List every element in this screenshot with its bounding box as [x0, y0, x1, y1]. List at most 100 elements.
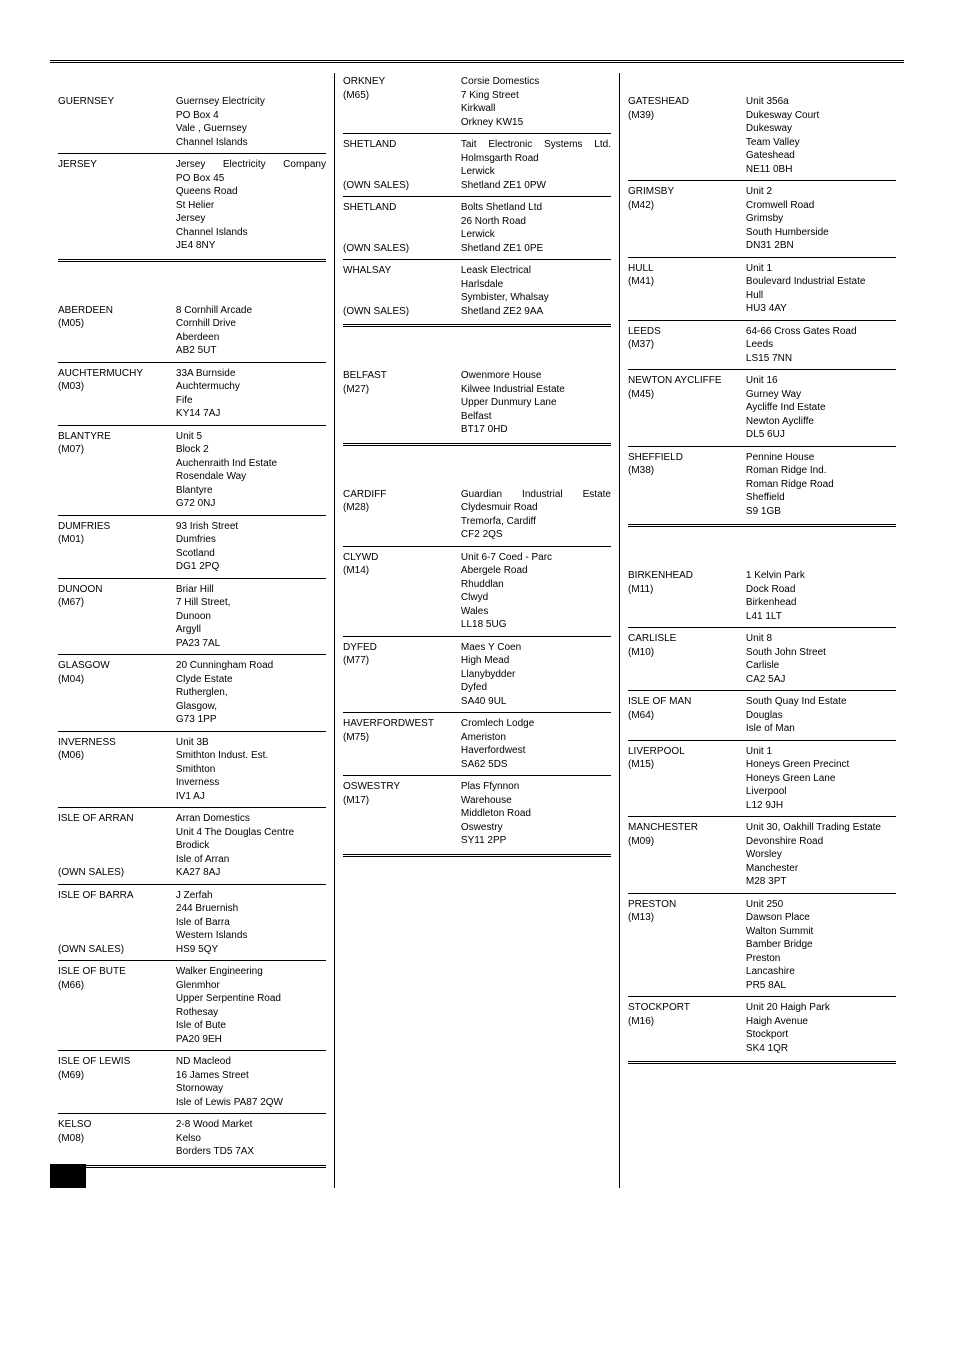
- location-cell: BLANTYRE(M07): [58, 430, 176, 511]
- address-cell: Unit 20 Haigh ParkHaigh AvenueStockportS…: [746, 1001, 896, 1055]
- top-rule: [50, 60, 904, 63]
- location-name: PRESTON: [628, 898, 740, 912]
- address-cell: Arran DomesticsUnit 4 The Douglas Centre…: [176, 812, 326, 880]
- address-line: South Quay Ind Estate: [746, 695, 896, 709]
- location-cell: STOCKPORT(M16): [628, 1001, 746, 1055]
- location-name: GLASGOW: [58, 659, 170, 673]
- address-line: Cromlech Lodge: [461, 717, 611, 731]
- address-line: Rutherglen,: [176, 686, 326, 700]
- address-line: Unit 1: [746, 745, 896, 759]
- location-name: ABERDEEN: [58, 304, 170, 318]
- location-name: GATESHEAD: [628, 95, 740, 109]
- address-line: Dock Road: [746, 583, 896, 597]
- location-cell: HAVERFORDWEST(M75): [343, 717, 461, 771]
- address-line: Glenmhor: [176, 979, 326, 993]
- address-line: Devonshire Road: [746, 835, 896, 849]
- address-line: ND Macleod: [176, 1055, 326, 1069]
- location-name: CARLISLE: [628, 632, 740, 646]
- own-sales-label: (OWN SALES): [343, 242, 455, 256]
- location-cell: ISLE OF BARRA (OWN SALES): [58, 889, 176, 957]
- location-cell: OSWESTRY(M17): [343, 780, 461, 848]
- location-code: (M10): [628, 646, 740, 660]
- location-name: JERSEY: [58, 158, 170, 172]
- address-line: Borders TD5 7AX: [176, 1145, 326, 1159]
- address-line: Blantyre: [176, 484, 326, 498]
- address-line: Leask Electrical: [461, 264, 611, 278]
- location-name: GUERNSEY: [58, 95, 170, 109]
- location-code: (M17): [343, 794, 455, 808]
- address-line: Auchenraith Ind Estate: [176, 457, 326, 471]
- address-line: 7 King Street: [461, 89, 611, 103]
- address-line: Shetland ZE2 9AA: [461, 305, 611, 319]
- address-line: Upper Dunmury Lane: [461, 396, 611, 410]
- directory-entry: ISLE OF BUTE(M66)Walker EngineeringGlenm…: [58, 960, 326, 1048]
- address-line: Argyll: [176, 623, 326, 637]
- address-cell: Jersey Electricity CompanyPO Box 45Queen…: [176, 158, 326, 253]
- directory-entry: DYFED(M77)Maes Y CoenHigh MeadLlanybydde…: [343, 636, 611, 711]
- address-line: PO Box 45: [176, 172, 326, 186]
- columns: GUERNSEYGuernsey ElectricityPO Box 4Vale…: [50, 73, 904, 1188]
- address-cell: ND Macleod16 James StreetStornowayIsle o…: [176, 1055, 326, 1109]
- address-line: LL18 5UG: [461, 618, 611, 632]
- directory-entry: WHALSAY (OWN SALES)Leask ElectricalHarls…: [343, 259, 611, 320]
- address-line: HS9 5QY: [176, 943, 326, 957]
- address-line: Holmsgarth Road: [461, 152, 611, 166]
- address-line: Middleton Road: [461, 807, 611, 821]
- own-sales-label: (OWN SALES): [343, 179, 455, 193]
- address-line: L41 1LT: [746, 610, 896, 624]
- location-name: SHETLAND: [343, 201, 455, 215]
- directory-entry: DUMFRIES(M01)93 Irish StreetDumfriesScot…: [58, 515, 326, 576]
- address-line: Douglas: [746, 709, 896, 723]
- column-1: GUERNSEYGuernsey ElectricityPO Box 4Vale…: [50, 73, 334, 1188]
- address-cell: Unit 30, Oakhill Trading EstateDevonshir…: [746, 821, 896, 889]
- address-line: Boulevard Industrial Estate: [746, 275, 896, 289]
- location-cell: JERSEY: [58, 158, 176, 253]
- address-line: Channel Islands: [176, 136, 326, 150]
- address-line: G72 0NJ: [176, 497, 326, 511]
- address-line: Unit 356a: [746, 95, 896, 109]
- address-line: SY11 2PP: [461, 834, 611, 848]
- address-line: Sheffield: [746, 491, 896, 505]
- address-cell: 33A BurnsideAuchtermuchyFifeKY14 7AJ: [176, 367, 326, 421]
- directory-entry: AUCHTERMUCHY(M03)33A BurnsideAuchtermuch…: [58, 362, 326, 423]
- address-line: Smithton: [176, 763, 326, 777]
- address-line: M28 3PT: [746, 875, 896, 889]
- address-cell: Unit 8South John StreetCarlisleCA2 5AJ: [746, 632, 896, 686]
- address-line: Lerwick: [461, 228, 611, 242]
- address-line: 20 Cunningham Road: [176, 659, 326, 673]
- address-line: Worsley: [746, 848, 896, 862]
- address-line: G73 1PP: [176, 713, 326, 727]
- location-cell: CLYWD(M14): [343, 551, 461, 632]
- directory-entry: ORKNEY(M65)Corsie Domestics7 King Street…: [343, 73, 611, 131]
- address-line: Cromwell Road: [746, 199, 896, 213]
- address-line: South Humberside: [746, 226, 896, 240]
- address-cell: 64-66 Cross Gates RoadLeedsLS15 7NN: [746, 325, 896, 366]
- address-line: Dyfed: [461, 681, 611, 695]
- address-line: 244 Bruernish: [176, 902, 326, 916]
- address-line: 2-8 Wood Market: [176, 1118, 326, 1132]
- directory-entry: MANCHESTER(M09)Unit 30, Oakhill Trading …: [628, 816, 896, 891]
- address-line: Jersey: [176, 212, 326, 226]
- location-cell: LIVERPOOL(M15): [628, 745, 746, 813]
- address-line: Haigh Avenue: [746, 1015, 896, 1029]
- address-line: Wales: [461, 605, 611, 619]
- address-line: Warehouse: [461, 794, 611, 808]
- address-line: AB2 5UT: [176, 344, 326, 358]
- page-marker: [50, 1164, 86, 1188]
- location-name: GRIMSBY: [628, 185, 740, 199]
- location-code: (M77): [343, 654, 455, 668]
- address-cell: Unit 356aDukesway CourtDukeswayTeam Vall…: [746, 95, 896, 176]
- address-line: Dawson Place: [746, 911, 896, 925]
- address-line: 93 Irish Street: [176, 520, 326, 534]
- address-line: Lerwick: [461, 165, 611, 179]
- directory-entry: LIVERPOOL(M15)Unit 1Honeys Green Precinc…: [628, 740, 896, 815]
- location-cell: NEWTON AYCLIFFE(M45): [628, 374, 746, 442]
- directory-entry: JERSEY Jersey Electricity CompanyPO Box 4…: [58, 153, 326, 255]
- address-cell: Unit 6-7 Coed - ParcAbergele RoadRhuddla…: [461, 551, 611, 632]
- directory-entry: SHEFFIELD(M38)Pennine HouseRoman Ridge I…: [628, 446, 896, 521]
- address-line: Ameriston: [461, 731, 611, 745]
- address-line: LS15 7NN: [746, 352, 896, 366]
- address-line: Oswestry: [461, 821, 611, 835]
- location-cell: AUCHTERMUCHY(M03): [58, 367, 176, 421]
- address-cell: 1 Kelvin ParkDock RoadBirkenheadL41 1LT: [746, 569, 896, 623]
